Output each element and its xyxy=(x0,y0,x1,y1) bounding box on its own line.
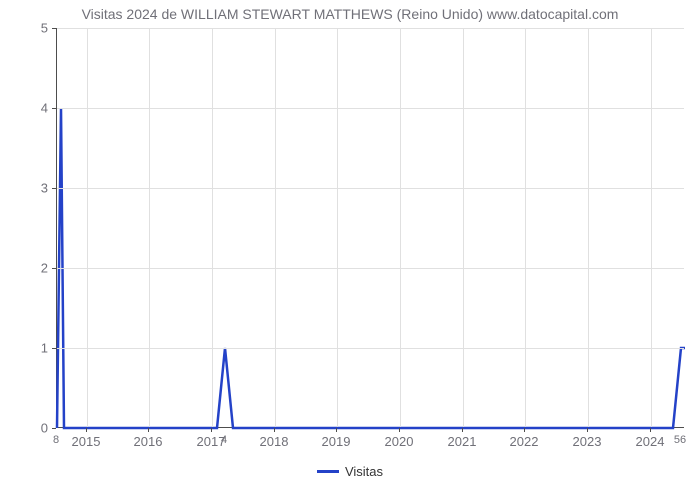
grid-line-h xyxy=(57,348,684,349)
grid-line-h xyxy=(57,28,684,29)
data-point-label: 4 xyxy=(221,434,227,446)
y-tick-mark xyxy=(52,348,56,349)
data-point-label: 56 xyxy=(674,434,686,446)
y-tick-mark xyxy=(52,28,56,29)
x-tick-mark xyxy=(587,428,588,432)
x-tick-mark xyxy=(148,428,149,432)
x-tick-label: 2021 xyxy=(432,434,492,449)
x-tick-label: 2018 xyxy=(244,434,304,449)
grid-line-h xyxy=(57,188,684,189)
y-tick-mark xyxy=(52,428,56,429)
legend-label: Visitas xyxy=(345,464,383,479)
y-tick-label: 1 xyxy=(8,341,48,356)
y-tick-label: 5 xyxy=(8,21,48,36)
y-tick-label: 3 xyxy=(8,181,48,196)
x-tick-mark xyxy=(336,428,337,432)
x-tick-label: 2020 xyxy=(369,434,429,449)
x-tick-label: 2019 xyxy=(306,434,366,449)
grid-line-h xyxy=(57,108,684,109)
grid-line-h xyxy=(57,268,684,269)
x-tick-label: 2017 xyxy=(181,434,241,449)
grid-line-v xyxy=(337,28,338,427)
legend-swatch xyxy=(317,470,339,473)
chart-container: Visitas 2024 de WILLIAM STEWART MATTHEWS… xyxy=(0,0,700,500)
y-tick-label: 4 xyxy=(8,101,48,116)
x-tick-label: 2022 xyxy=(494,434,554,449)
y-tick-mark xyxy=(52,108,56,109)
x-tick-mark xyxy=(399,428,400,432)
legend: Visitas xyxy=(0,460,700,479)
x-tick-mark xyxy=(211,428,212,432)
grid-line-v xyxy=(87,28,88,427)
x-tick-label: 2024 xyxy=(620,434,680,449)
grid-line-v xyxy=(588,28,589,427)
plot-area xyxy=(56,28,684,428)
grid-line-v xyxy=(651,28,652,427)
legend-item: Visitas xyxy=(317,464,383,479)
grid-line-v xyxy=(149,28,150,427)
y-tick-mark xyxy=(52,268,56,269)
y-tick-label: 0 xyxy=(8,421,48,436)
x-tick-mark xyxy=(274,428,275,432)
chart-title: Visitas 2024 de WILLIAM STEWART MATTHEWS… xyxy=(0,6,700,22)
line-series xyxy=(57,28,685,428)
x-tick-mark xyxy=(86,428,87,432)
y-tick-label: 2 xyxy=(8,261,48,276)
x-tick-mark xyxy=(462,428,463,432)
grid-line-v xyxy=(463,28,464,427)
grid-line-v xyxy=(525,28,526,427)
x-tick-label: 2015 xyxy=(56,434,116,449)
x-tick-mark xyxy=(650,428,651,432)
x-tick-label: 2023 xyxy=(557,434,617,449)
grid-line-v xyxy=(212,28,213,427)
data-point-label: 8 xyxy=(53,434,59,446)
y-tick-mark xyxy=(52,188,56,189)
x-tick-mark xyxy=(524,428,525,432)
x-tick-label: 2016 xyxy=(118,434,178,449)
grid-line-v xyxy=(400,28,401,427)
grid-line-v xyxy=(275,28,276,427)
